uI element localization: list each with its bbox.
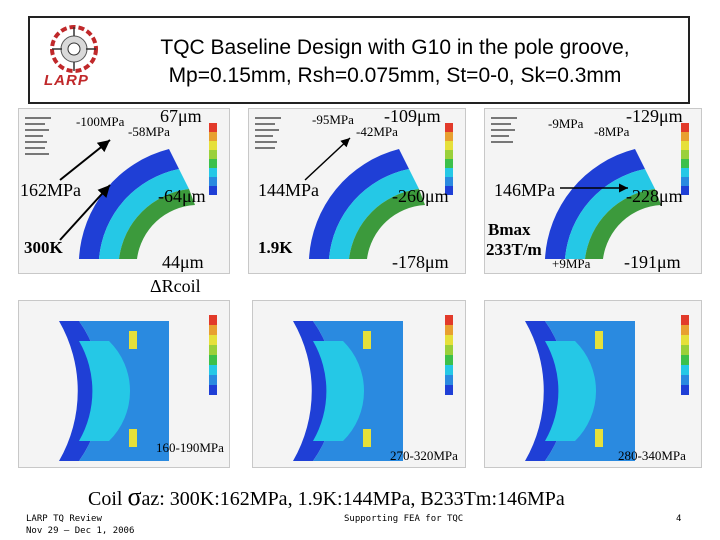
label-disp-mid-2: -260μm [392,186,449,206]
footer-left-line2: Nov 29 – Dec 1, 2006 [26,526,135,536]
label-disp-bottom-2: -178μm [392,252,449,272]
label-condition-3-line1: Bmax [488,220,531,239]
label-stress-outer-3: -9MPa [548,116,584,131]
fea-panel-300k [18,108,230,274]
label-condition-1: 300K [24,238,63,257]
title-box [28,16,690,104]
label-stress-outer-2: -95MPa [312,112,354,127]
label-range-2: 270-320MPa [390,448,458,463]
label-stress-extra-3: +9MPa [552,256,591,271]
label-range-1: 160-190MPa [156,440,224,455]
label-disp-top-2: -109μm [384,106,441,126]
fea-stress-panel-3 [484,300,702,468]
summary-text: az: 300K:162MPa, 1.9K:144MPa, B233Tm:146… [141,488,565,510]
title-line-1: TQC Baseline Design with G10 in the pole… [160,36,630,59]
label-stress-inner-3: -8MPa [594,124,630,139]
footer-left-line1: LARP TQ Review [26,514,102,524]
label-stress-side-3: 146MPa [494,180,556,200]
label-stress-side-1: 162MPa [20,180,82,200]
summary-line: Coil σaz: 300K:162MPa, 1.9K:144MPa, B233… [88,482,565,512]
label-stress-inner-1: -58MPa [128,124,170,139]
page-number: 4 [676,514,682,524]
label-disp-mid-1: -64μm [158,186,206,206]
sigma-symbol: σ [127,482,142,511]
fea-panel-bmax [484,108,702,274]
fea-stress-panel-1 [18,300,230,468]
larp-logo [38,24,110,96]
label-stress-outer-1: -100MPa [76,114,125,129]
label-disp-top-1: 67μm [160,106,202,126]
label-condition-2: 1.9K [258,238,293,257]
label-disp-top-3: -129μm [626,106,683,126]
label-disp-bottom-1: 44μm [162,252,204,272]
fea-stress-panel-2 [252,300,466,468]
label-stress-side-2: 144MPa [258,180,320,200]
label-disp-mid-3: -228μm [626,186,683,206]
label-condition-3-line2: 233T/m [486,240,542,259]
fea-panel-1-9k [248,108,466,274]
label-delta-rcoil: ΔRcoil [150,276,201,296]
label-range-3: 280-340MPa [618,448,686,463]
label-disp-bottom-3: -191μm [624,252,681,272]
logo-label: LARP [44,72,89,89]
label-stress-inner-2: -42MPa [356,124,398,139]
title-line-2: Mp=0.15mm, Rsh=0.075mm, St=0-0, Sk=0.3mm [168,64,622,87]
summary-prefix: Coil [88,488,128,510]
footer-center: Supporting FEA for TQC [344,514,464,524]
